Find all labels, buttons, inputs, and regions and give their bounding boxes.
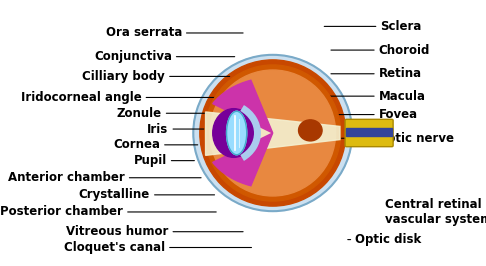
Wedge shape: [213, 133, 273, 186]
Wedge shape: [213, 80, 273, 133]
Text: Cornea: Cornea: [113, 138, 160, 151]
Text: Sclera: Sclera: [380, 20, 422, 33]
Text: Vitreous humor: Vitreous humor: [66, 225, 169, 238]
Polygon shape: [347, 128, 392, 136]
Text: Cilliary body: Cilliary body: [83, 70, 165, 83]
Text: Anterior chamber: Anterior chamber: [8, 171, 125, 184]
Ellipse shape: [226, 111, 247, 155]
Text: Iridocorneal angle: Iridocorneal angle: [21, 91, 142, 104]
Text: Optic disk: Optic disk: [355, 233, 421, 246]
Text: Fovea: Fovea: [379, 108, 417, 121]
Polygon shape: [206, 112, 340, 155]
Ellipse shape: [193, 55, 352, 211]
Text: Zonule: Zonule: [117, 107, 162, 120]
Text: Central retinal
vascular system: Central retinal vascular system: [385, 198, 486, 226]
Text: Retina: Retina: [379, 67, 422, 80]
Text: Ora serrata: Ora serrata: [105, 27, 182, 39]
Text: Cloquet's canal: Cloquet's canal: [64, 241, 165, 254]
Ellipse shape: [200, 60, 346, 206]
Text: Crystalline: Crystalline: [79, 188, 150, 201]
Ellipse shape: [298, 120, 322, 141]
Text: Choroid: Choroid: [379, 44, 430, 57]
Text: Iris: Iris: [147, 123, 169, 136]
Text: Conjunctiva: Conjunctiva: [94, 50, 172, 63]
FancyBboxPatch shape: [345, 119, 393, 147]
Ellipse shape: [210, 70, 336, 196]
Text: Optic nerve: Optic nerve: [377, 132, 454, 145]
Text: Posterior chamber: Posterior chamber: [0, 205, 123, 218]
Ellipse shape: [205, 65, 341, 201]
Ellipse shape: [213, 109, 255, 157]
Text: Pupil: Pupil: [134, 154, 167, 167]
Text: Macula: Macula: [379, 90, 426, 103]
